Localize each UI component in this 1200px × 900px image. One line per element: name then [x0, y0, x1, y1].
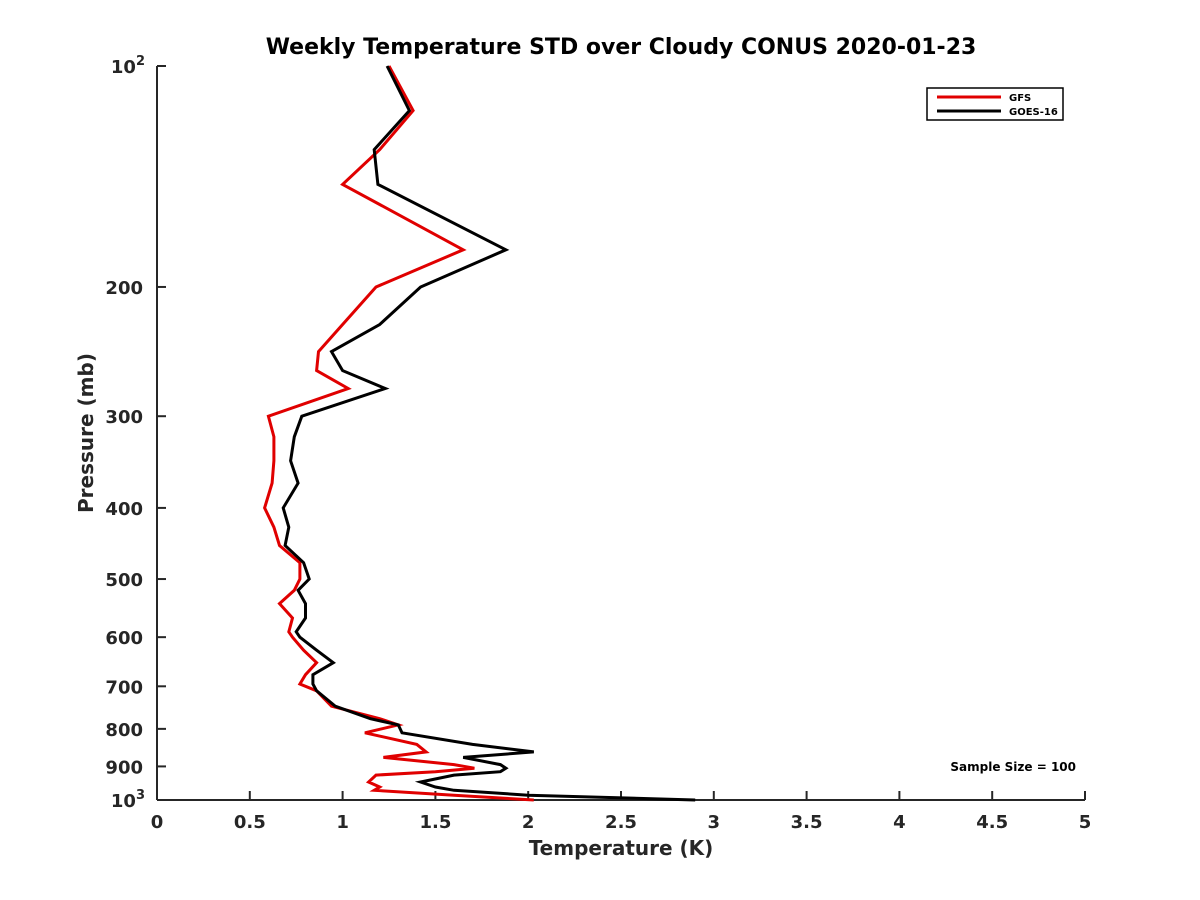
x-tick-label: 2.5 — [605, 812, 637, 833]
x-axis-label: Temperature (K) — [529, 836, 714, 860]
legend-label: GFS — [1009, 93, 1031, 104]
x-tick-label: 4.5 — [976, 812, 1008, 833]
y-axis-label: Pressure (mb) — [74, 353, 98, 513]
legend: GFS GOES-16 — [926, 87, 1064, 121]
legend-box — [926, 87, 1064, 121]
x-tick-label: 1 — [336, 812, 349, 833]
y-tick-label: 400 — [105, 499, 143, 520]
x-tick-label: 2 — [522, 812, 535, 833]
x-tick-label: 5 — [1079, 812, 1092, 833]
sample-size-annotation: Sample Size = 100 — [950, 760, 1076, 774]
chart-title: Weekly Temperature STD over Cloudy CONUS… — [266, 35, 977, 60]
series-line-gfs — [262, 65, 534, 802]
x-tick-label: 1.5 — [419, 812, 451, 833]
legend-label: GOES-16 — [1009, 107, 1058, 118]
y-tick-label: 102 — [111, 54, 145, 78]
y-tick-label: 900 — [105, 757, 143, 778]
x-tick-label: 3 — [708, 812, 721, 833]
axes: 0 0.5 1 1.5 2 2.5 3 3.5 4 4.5 5 102 200 300 400 500 600 7… — [105, 54, 1091, 833]
x-tick-label: 0 — [151, 812, 164, 833]
y-tick-label: 103 — [111, 788, 145, 812]
y-tick-label: 800 — [105, 720, 143, 741]
y-tick-label: 700 — [105, 677, 143, 698]
y-tick-label: 300 — [105, 407, 143, 428]
series-line-goes-16 — [281, 65, 696, 802]
x-tick-label: 0.5 — [234, 812, 266, 833]
x-tick-label: 3.5 — [791, 812, 823, 833]
y-tick-label: 500 — [105, 570, 143, 591]
x-tick-label: 4 — [893, 812, 906, 833]
plot-lines — [262, 65, 696, 802]
y-tick-label: 200 — [105, 278, 143, 299]
y-tick-label: 600 — [105, 628, 143, 649]
